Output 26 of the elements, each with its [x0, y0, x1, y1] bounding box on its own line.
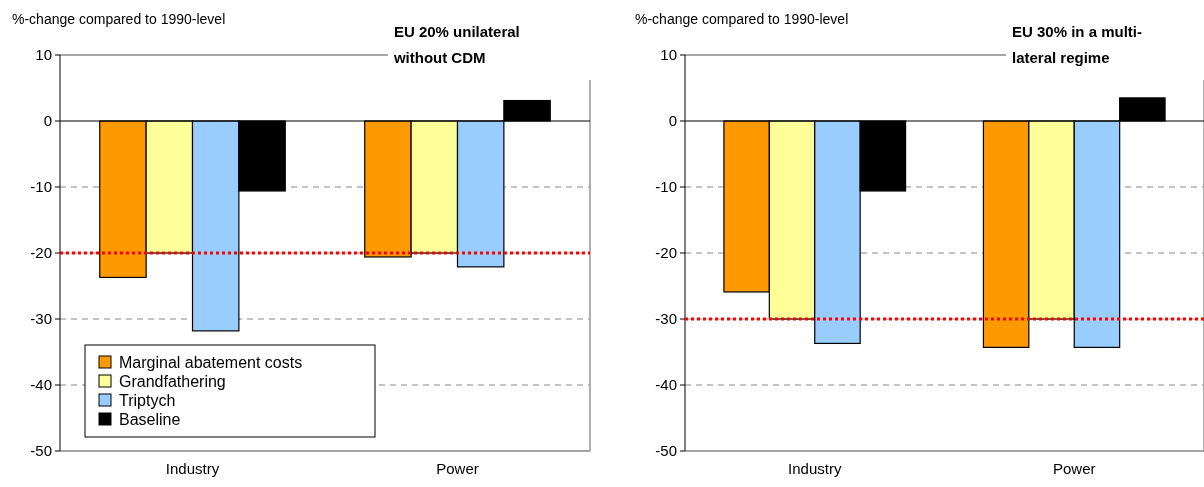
y-tick-label: 0	[668, 112, 677, 130]
y-tick-label: -10	[655, 178, 677, 196]
x-tick-label: Industry	[165, 460, 220, 477]
chart-title: EU 30% in a multi-lateral regime	[1011, 23, 1142, 66]
chart-title: EU 20% unilateral without CDM	[392, 23, 520, 66]
y-tick-label: -40	[655, 376, 677, 394]
y-tick-label: 0	[43, 112, 52, 130]
y-tick-label: -10	[30, 178, 52, 196]
y-axis-title: %-change compared to 1990-level	[635, 11, 849, 27]
y-tick-label: -20	[655, 244, 677, 262]
y-tick-label: -50	[655, 442, 677, 460]
x-tick-label: Power	[1052, 460, 1096, 477]
legend-label: Baseline	[119, 410, 181, 428]
y-tick-label: -20	[30, 244, 52, 262]
legend-label: Marginal abatement costs	[119, 353, 303, 371]
y-tick-label: -40	[30, 376, 52, 394]
x-tick-label: Power	[436, 460, 479, 477]
y-tick-label: -30	[30, 310, 52, 328]
y-tick-label: -30	[655, 310, 677, 328]
legend-label: Triptych	[119, 391, 176, 409]
y-axis-title: %-change compared to 1990-level	[12, 11, 226, 27]
y-tick-label: -50	[30, 442, 52, 460]
legend-label: Grandfathering	[119, 372, 226, 390]
x-tick-label: Industry	[788, 460, 842, 477]
y-tick-label: 10	[660, 46, 677, 64]
y-tick-label: 10	[35, 46, 52, 64]
